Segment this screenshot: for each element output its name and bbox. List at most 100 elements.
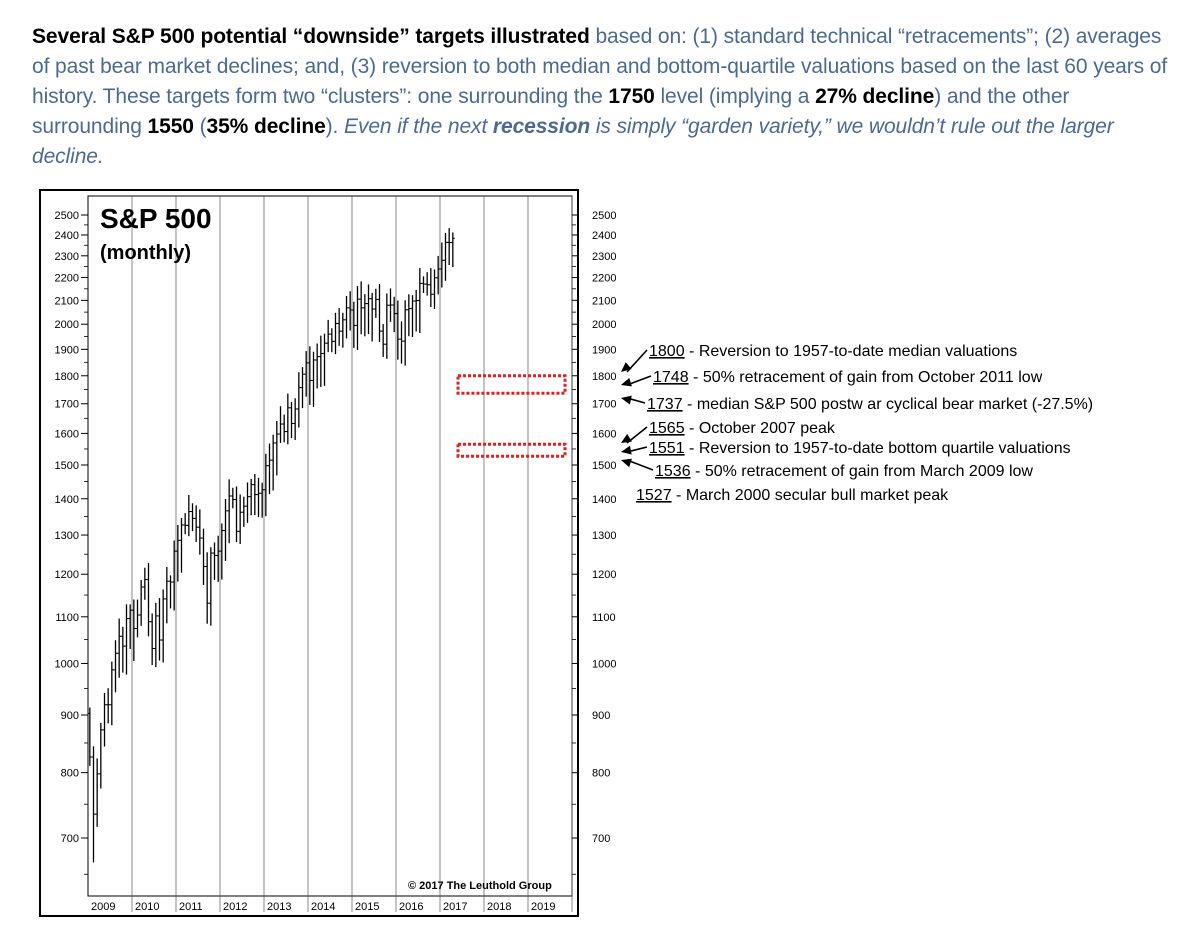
headline-bold-lead: Several S&P 500 potential “downside” tar… — [32, 25, 590, 48]
x-tick-label: 2019 — [531, 901, 555, 913]
arrow-head — [621, 362, 632, 372]
y-tick-label-left: 900 — [61, 710, 79, 722]
annotation-text: - median S&P 500 postw ar cyclical bear … — [683, 396, 1094, 413]
headline-decline-2: 35% decline — [206, 115, 326, 138]
x-tick-label: 2009 — [91, 901, 115, 913]
annotation-label: 1748 - 50% retracement of gain from Octo… — [653, 369, 1043, 386]
annotation-label: 1800 - Reversion to 1957-to-date median … — [649, 343, 1017, 360]
y-tick-label-left: 1100 — [55, 612, 79, 624]
y-tick-label-right: 1900 — [592, 344, 616, 356]
y-tick-label-right: 1700 — [592, 399, 616, 411]
x-tick-label: 2012 — [223, 901, 247, 913]
headline-italic-bold: recession — [492, 115, 591, 138]
y-tick-label-left: 2400 — [55, 230, 79, 242]
headline-text-1: based on: (1) standard technical “retrac… — [32, 25, 1168, 108]
chart-outer-frame — [39, 189, 579, 917]
headline-text-5: ). — [325, 115, 345, 138]
annotation-label: 1551 - Reversion to 1957-to-date bottom … — [649, 440, 1071, 457]
annotation-value: 1748 — [653, 369, 689, 386]
y-tick-label-left: 700 — [61, 833, 79, 845]
y-tick-label-right: 2500 — [592, 210, 616, 222]
y-tick-label-left: 2100 — [55, 295, 79, 307]
target-zones — [456, 374, 567, 458]
x-tick-label: 2018 — [487, 901, 511, 913]
y-tick-label-right: 2200 — [592, 273, 616, 285]
annotation-value: 1527 — [636, 487, 672, 504]
y-axis-right: 700 800 900 1000 1100 1200 1300 1400 1500 1600 170… — [572, 210, 616, 875]
y-tick-label-right: 1800 — [592, 371, 616, 383]
y-tick-label-left: 800 — [61, 768, 79, 780]
annotation-text: - Reversion to 1957-to-date median valua… — [685, 343, 1018, 360]
y-tick-label-right: 1400 — [592, 494, 616, 506]
y-tick-label-right: 1000 — [592, 658, 616, 670]
x-tick-label: 2014 — [311, 901, 335, 913]
headline: Several S&P 500 potential “downside” tar… — [32, 22, 1172, 172]
annotation-arrow — [626, 459, 654, 471]
y-tick-label-left: 2500 — [55, 210, 79, 222]
y-tick-label-left: 1800 — [55, 371, 79, 383]
y-axis-left: 700 800 900 1000 1100 1200 1300 1400 1500 1600 170… — [55, 210, 88, 875]
target-annotations: 1800 - Reversion to 1957-to-date median … — [621, 343, 1093, 504]
y-tick-label-right: 900 — [592, 710, 610, 722]
headline-decline-1: 27% decline — [815, 85, 935, 108]
annotation-text: - Reversion to 1957-to-date bottom quart… — [685, 440, 1071, 457]
annotation-value: 1536 — [655, 463, 691, 480]
annotation-text: - October 2007 peak — [685, 420, 836, 437]
headline-text-3: ) and the other surrounding — [32, 85, 1070, 138]
annotation-text: - March 2000 secular bull market peak — [672, 487, 950, 504]
target-zone-box — [456, 442, 567, 458]
y-tick-label-right: 2000 — [592, 319, 616, 331]
chart-subtitle: (monthly) — [100, 242, 191, 264]
y-tick-label-left: 2200 — [55, 273, 79, 285]
x-tick-label: 2011 — [179, 901, 203, 913]
y-tick-label-left: 2000 — [55, 319, 79, 331]
annotation-value: 1551 — [649, 440, 685, 457]
y-tick-label-right: 2400 — [592, 230, 616, 242]
arrow-head — [621, 433, 632, 443]
headline-italic-2: is simply “garden variety,” we wouldn’t … — [32, 115, 1114, 168]
annotation-label: 1737 - median S&P 500 postw ar cyclical … — [647, 396, 1093, 413]
y-tick-label-left: 1200 — [55, 569, 79, 581]
annotation-arrow — [626, 375, 652, 386]
x-axis: 2009 2010 2011 2012 2013 2014 2015 2016 2017 2018… — [91, 901, 555, 913]
y-tick-label-left: 1500 — [55, 460, 79, 472]
annotation-label: 1527 - March 2000 secular bull market pe… — [636, 487, 949, 504]
x-tick-label: 2013 — [267, 901, 291, 913]
arrow-head — [621, 458, 632, 468]
headline-text-4: ( — [193, 115, 207, 138]
arrow-head — [621, 445, 632, 455]
y-tick-label-right: 1200 — [592, 569, 616, 581]
y-tick-label-left: 1900 — [55, 344, 79, 356]
price-bars — [87, 228, 455, 863]
y-tick-label-right: 1300 — [592, 530, 616, 542]
x-tick-label: 2010 — [135, 901, 159, 913]
x-tick-label: 2017 — [443, 901, 467, 913]
y-tick-label-right: 2100 — [592, 295, 616, 307]
x-tick-label: 2015 — [355, 901, 379, 913]
headline-text-2: level (implying a — [654, 85, 816, 108]
chart-title: S&P 500 — [100, 203, 212, 234]
target-zone-box — [456, 374, 567, 395]
y-tick-label-left: 1400 — [55, 494, 79, 506]
headline-italic-1: Even if the next — [344, 115, 493, 138]
y-tick-label-left: 1600 — [55, 428, 79, 440]
y-tick-label-left: 1700 — [55, 399, 79, 411]
y-tick-label-right: 1600 — [592, 428, 616, 440]
y-tick-label-right: 2300 — [592, 251, 616, 263]
y-tick-label-right: 1500 — [592, 460, 616, 472]
copyright-label: © 2017 The Leuthold Group — [408, 880, 552, 892]
annotation-text: - 50% retracement of gain from March 200… — [691, 463, 1034, 480]
annotation-value: 1800 — [649, 343, 685, 360]
y-tick-label-left: 1300 — [55, 530, 79, 542]
arrow-head — [621, 395, 632, 405]
annotation-text: - 50% retracement of gain from October 2… — [689, 369, 1043, 386]
annotation-label: 1565 - October 2007 peak — [649, 420, 836, 437]
y-tick-label-right: 800 — [592, 768, 610, 780]
headline-level-1: 1750 — [608, 85, 655, 108]
arrow-head — [621, 377, 632, 387]
headline-level-2: 1550 — [147, 115, 194, 138]
y-tick-label-left: 1000 — [55, 658, 79, 670]
y-tick-label-left: 2300 — [55, 251, 79, 263]
y-tick-label-right: 700 — [592, 833, 610, 845]
